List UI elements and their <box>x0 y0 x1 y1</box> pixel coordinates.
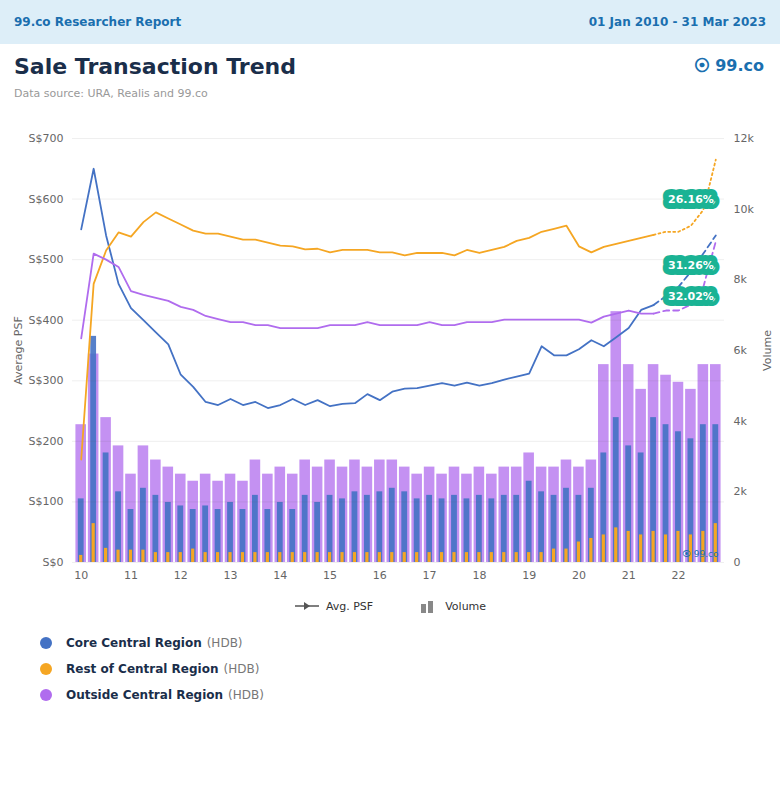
svg-text:S$600: S$600 <box>29 193 64 206</box>
svg-text:Volume: Volume <box>761 330 774 371</box>
svg-text:S$500: S$500 <box>29 253 64 266</box>
svg-text:17: 17 <box>423 569 437 582</box>
svg-text:8k: 8k <box>734 273 748 286</box>
html-text:Volume: Volume <box>445 599 487 613</box>
svg-text:S$100: S$100 <box>29 495 64 508</box>
html-text:Data source: URA, Realis and 9: Data source: URA, Realis and 99.co <box>14 87 208 100</box>
svg-text:0: 0 <box>734 556 741 569</box>
svg-text:⦿ 99.co: ⦿ 99.co <box>682 549 719 559</box>
svg-text:32.02%: 32.02% <box>668 290 714 303</box>
html-text:Core Central Region (HDB): Core Central Region (HDB) <box>66 636 243 650</box>
html-text:(HDB): (HDB) <box>228 688 264 702</box>
svg-text:S$0: S$0 <box>43 556 64 569</box>
svg-text:Average PSF: Average PSF <box>12 316 25 385</box>
svg-text:21: 21 <box>622 569 636 582</box>
svg-text:S$700: S$700 <box>29 132 64 145</box>
html-text:Rest of Central Region (HDB): Rest of Central Region (HDB) <box>66 662 260 676</box>
svg-text:16: 16 <box>373 569 387 582</box>
svg-text:10: 10 <box>74 569 88 582</box>
svg-text:14: 14 <box>273 569 287 582</box>
svg-text:2k: 2k <box>734 485 748 498</box>
html-text:Avg. PSF: Avg. PSF <box>325 599 374 613</box>
html-text:Outside Central Region: Outside Central Region <box>66 688 223 702</box>
svg-text:15: 15 <box>323 569 337 582</box>
html-text:01 Jan 2010 - 31 Mar 2023: 01 Jan 2010 - 31 Mar 2023 <box>588 15 766 29</box>
svg-text:19: 19 <box>522 569 536 582</box>
html-text:99.co Researcher Report: 99.co Researcher Report <box>14 15 182 29</box>
svg-text:10k: 10k <box>734 203 755 216</box>
svg-text:S$300: S$300 <box>29 374 64 387</box>
svg-text:20: 20 <box>572 569 586 582</box>
svg-text:12: 12 <box>174 569 188 582</box>
svg-text:22: 22 <box>671 569 685 582</box>
svg-text:13: 13 <box>224 569 238 582</box>
svg-text:18: 18 <box>472 569 486 582</box>
html-text:Sale Transaction Trend: Sale Transaction Trend <box>14 54 296 79</box>
svg-text:12k: 12k <box>734 132 755 145</box>
svg-text:11: 11 <box>124 569 138 582</box>
html-text:⦿ 99.co: ⦿ 99.co <box>693 56 764 75</box>
svg-text:31.26%: 31.26% <box>668 259 714 272</box>
svg-text:6k: 6k <box>734 344 748 357</box>
svg-text:4k: 4k <box>734 415 748 428</box>
svg-text:26.16%: 26.16% <box>668 193 714 206</box>
svg-text:S$200: S$200 <box>29 435 64 448</box>
svg-text:S$400: S$400 <box>29 314 64 327</box>
